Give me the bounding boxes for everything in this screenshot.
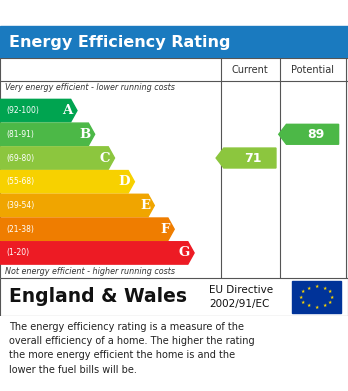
Text: (1-20): (1-20) [6,248,29,257]
Text: ★: ★ [328,289,332,294]
Text: (69-80): (69-80) [6,154,34,163]
Text: (39-54): (39-54) [6,201,34,210]
Text: (55-68): (55-68) [6,177,34,186]
Text: Energy Efficiency Rating: Energy Efficiency Rating [9,34,230,50]
Text: ★: ★ [301,289,305,294]
Text: ★: ★ [307,303,311,308]
Text: (92-100): (92-100) [6,106,39,115]
Text: E: E [140,199,150,212]
Text: (81-91): (81-91) [6,130,34,139]
Polygon shape [0,123,95,145]
Text: G: G [179,246,190,260]
Text: C: C [100,152,110,165]
Polygon shape [216,148,276,168]
Text: ★: ★ [307,286,311,291]
Polygon shape [0,147,114,169]
Polygon shape [0,194,154,217]
Text: (21-38): (21-38) [6,225,34,234]
Text: ★: ★ [315,305,319,310]
Text: Very energy efficient - lower running costs: Very energy efficient - lower running co… [5,83,175,91]
Text: ★: ★ [315,284,319,289]
Text: ★: ★ [322,286,327,291]
Polygon shape [0,218,174,240]
Text: The energy efficiency rating is a measure of the
overall efficiency of a home. T: The energy efficiency rating is a measur… [9,322,254,375]
Text: Potential: Potential [291,65,334,75]
Text: B: B [79,128,90,141]
Text: England & Wales: England & Wales [9,287,187,307]
Text: ★: ★ [328,300,332,305]
Text: D: D [119,175,130,188]
Bar [292,281,341,313]
Polygon shape [0,99,77,122]
Polygon shape [0,242,194,264]
Polygon shape [0,170,134,193]
Text: Not energy efficient - higher running costs: Not energy efficient - higher running co… [5,267,175,276]
Text: ★: ★ [301,300,305,305]
Text: ★: ★ [299,294,303,300]
Text: ★: ★ [330,294,334,300]
Text: EU Directive
2002/91/EC: EU Directive 2002/91/EC [209,285,273,308]
Text: ★: ★ [322,303,327,308]
Text: F: F [161,223,170,236]
Text: Current: Current [231,65,268,75]
Text: A: A [63,104,73,117]
Text: 71: 71 [245,152,262,165]
Polygon shape [279,124,339,144]
Text: 89: 89 [307,128,325,141]
